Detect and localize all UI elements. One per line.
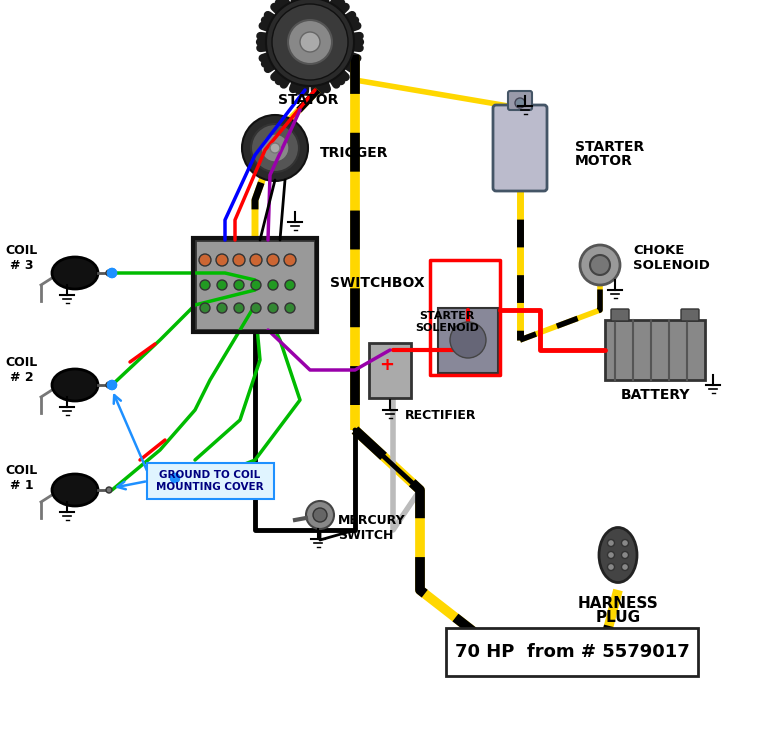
Circle shape — [251, 124, 299, 172]
Text: 70 HP  from # 5579017: 70 HP from # 5579017 — [455, 643, 690, 661]
Circle shape — [621, 551, 628, 559]
Text: CHOKE: CHOKE — [633, 243, 684, 257]
Ellipse shape — [52, 257, 98, 289]
FancyBboxPatch shape — [438, 307, 498, 373]
Circle shape — [200, 303, 210, 313]
Text: HARNESS: HARNESS — [578, 595, 658, 611]
FancyBboxPatch shape — [611, 309, 629, 321]
Circle shape — [233, 254, 245, 266]
Text: RECTIFIER: RECTIFIER — [405, 409, 476, 421]
Circle shape — [234, 280, 244, 290]
Ellipse shape — [599, 528, 637, 583]
Text: COIL
# 2: COIL # 2 — [6, 356, 38, 384]
Circle shape — [272, 4, 348, 80]
Text: BATTERY: BATTERY — [621, 388, 690, 402]
FancyBboxPatch shape — [681, 309, 699, 321]
Text: MOTOR: MOTOR — [575, 154, 633, 168]
Circle shape — [288, 20, 332, 64]
FancyBboxPatch shape — [195, 240, 315, 330]
Circle shape — [106, 270, 112, 276]
Circle shape — [251, 280, 261, 290]
Circle shape — [250, 254, 262, 266]
Circle shape — [234, 303, 244, 313]
Circle shape — [306, 501, 334, 529]
Circle shape — [217, 280, 227, 290]
Circle shape — [217, 303, 227, 313]
Text: COIL
# 1: COIL # 1 — [6, 464, 38, 492]
Circle shape — [242, 115, 308, 181]
Text: SOLENOID: SOLENOID — [633, 259, 710, 271]
Text: TRIGGER: TRIGGER — [320, 146, 389, 160]
Circle shape — [216, 254, 228, 266]
Circle shape — [580, 245, 620, 285]
Circle shape — [590, 255, 610, 275]
Circle shape — [268, 280, 278, 290]
Circle shape — [170, 473, 180, 482]
Text: STARTER: STARTER — [575, 140, 644, 154]
Circle shape — [108, 268, 117, 278]
Circle shape — [621, 539, 628, 547]
Circle shape — [170, 473, 180, 482]
Circle shape — [251, 303, 261, 313]
Circle shape — [108, 268, 117, 278]
Circle shape — [108, 381, 117, 390]
Circle shape — [261, 134, 289, 162]
FancyBboxPatch shape — [369, 343, 411, 398]
Circle shape — [285, 303, 295, 313]
Text: GROUND TO COIL
MOUNTING COVER: GROUND TO COIL MOUNTING COVER — [156, 470, 264, 492]
Ellipse shape — [52, 474, 98, 506]
Text: COIL
# 3: COIL # 3 — [6, 244, 38, 272]
Text: STARTER: STARTER — [419, 311, 475, 321]
Circle shape — [313, 508, 327, 522]
Circle shape — [621, 564, 628, 570]
FancyBboxPatch shape — [605, 320, 705, 380]
Circle shape — [106, 487, 112, 493]
Circle shape — [607, 551, 614, 559]
Circle shape — [266, 0, 354, 86]
Ellipse shape — [52, 369, 98, 401]
Circle shape — [607, 539, 614, 547]
FancyBboxPatch shape — [446, 628, 698, 676]
Text: SOLENOID: SOLENOID — [415, 323, 479, 333]
Circle shape — [200, 280, 210, 290]
FancyBboxPatch shape — [493, 105, 547, 191]
Circle shape — [199, 254, 211, 266]
Text: SWITCHBOX: SWITCHBOX — [330, 276, 425, 290]
Circle shape — [515, 98, 525, 108]
Text: MERCURY
SWITCH: MERCURY SWITCH — [338, 514, 406, 542]
Circle shape — [450, 322, 486, 358]
Circle shape — [607, 564, 614, 570]
FancyBboxPatch shape — [508, 91, 532, 110]
Text: STATOR: STATOR — [278, 93, 339, 107]
Circle shape — [268, 303, 278, 313]
Circle shape — [284, 254, 296, 266]
Circle shape — [285, 280, 295, 290]
Circle shape — [267, 254, 279, 266]
Text: +: + — [379, 356, 395, 374]
Text: PLUG: PLUG — [595, 609, 641, 625]
Circle shape — [270, 143, 280, 153]
Circle shape — [106, 382, 112, 388]
FancyBboxPatch shape — [147, 463, 274, 499]
Circle shape — [300, 32, 320, 52]
Circle shape — [108, 381, 117, 390]
